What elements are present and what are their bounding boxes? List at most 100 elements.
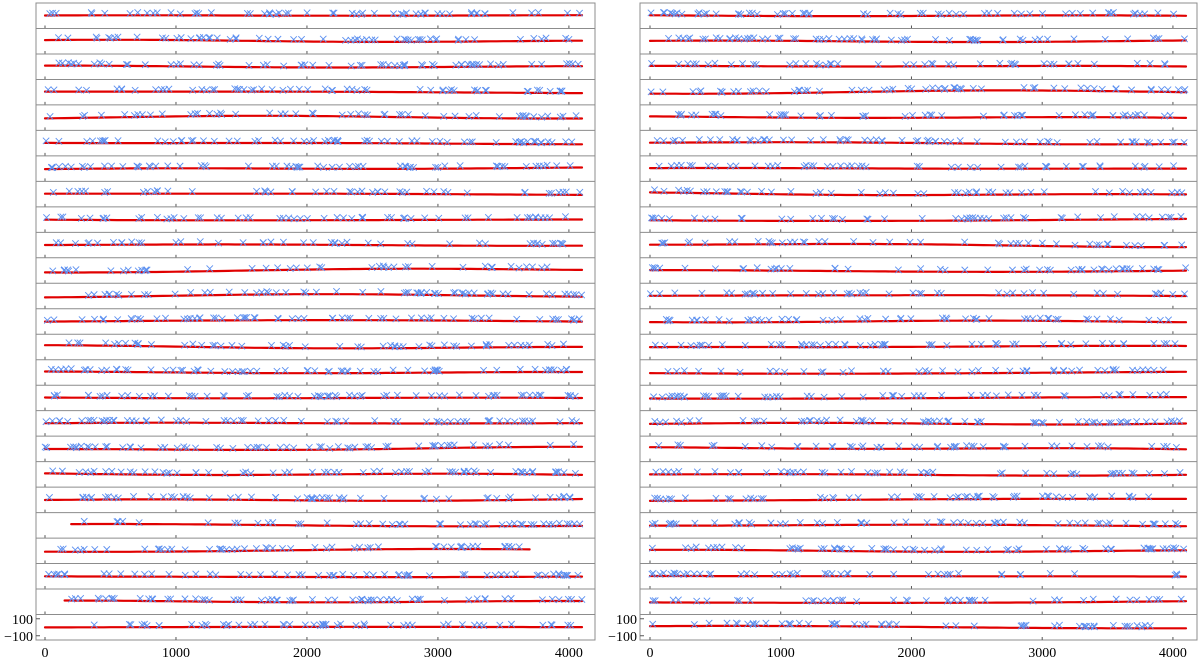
data-point — [361, 85, 369, 93]
data-point — [49, 9, 57, 17]
data-point — [206, 288, 214, 296]
data-point — [161, 86, 169, 94]
data-point — [118, 238, 126, 246]
data-point — [118, 392, 126, 400]
x-tick-label: 1000 — [162, 646, 190, 660]
data-point — [377, 137, 385, 145]
data-point — [250, 86, 258, 94]
data-point — [137, 315, 145, 323]
data-point — [546, 214, 554, 222]
data-point — [354, 188, 362, 196]
data-point — [435, 367, 443, 375]
data-point — [368, 263, 376, 272]
data-point — [51, 366, 60, 374]
data-point — [295, 163, 303, 171]
data-point — [536, 86, 544, 94]
data-point — [107, 267, 115, 275]
data-point — [258, 85, 266, 93]
data-point — [209, 341, 217, 350]
data-point — [109, 238, 117, 246]
data-point — [467, 342, 475, 350]
data-point — [530, 34, 538, 42]
data-point — [494, 61, 502, 69]
data-point — [253, 367, 261, 375]
data-point — [433, 35, 441, 43]
data-point — [112, 365, 120, 373]
data-point — [147, 341, 155, 349]
data-point — [187, 137, 195, 145]
data-point — [263, 288, 271, 296]
data-point — [135, 215, 143, 223]
data-point — [232, 34, 240, 42]
data-point — [61, 162, 69, 170]
data-point — [462, 35, 470, 43]
data-point — [189, 136, 197, 144]
data-point — [346, 314, 354, 322]
data-point — [568, 138, 576, 146]
data-point — [150, 188, 159, 196]
data-point — [348, 85, 356, 93]
data-point — [47, 164, 56, 172]
fit-curve — [648, 89, 1188, 95]
data-point — [327, 238, 335, 246]
data-point — [413, 137, 421, 145]
data-point — [482, 86, 490, 94]
data-point — [101, 9, 109, 17]
data-point — [275, 393, 283, 401]
data-point — [173, 34, 181, 42]
data-point — [158, 110, 166, 118]
data-point — [286, 85, 294, 93]
data-point — [431, 366, 439, 374]
data-point — [92, 33, 100, 41]
fit-curve — [43, 141, 584, 146]
data-point — [193, 9, 201, 17]
fit-curve — [43, 38, 584, 43]
data-point — [343, 238, 351, 246]
data-point — [122, 365, 130, 374]
data-point — [99, 215, 107, 223]
data-point — [194, 366, 202, 374]
data-point — [195, 10, 203, 18]
data-point — [279, 341, 287, 349]
data-point — [328, 163, 336, 171]
data-point — [176, 60, 184, 68]
data-point — [504, 290, 512, 298]
data-point — [184, 266, 192, 274]
data-point — [490, 391, 498, 399]
data-point — [46, 113, 54, 121]
data-point — [545, 189, 553, 197]
data-point — [312, 188, 320, 196]
data-point — [239, 239, 247, 247]
data-point — [464, 60, 472, 68]
data-point — [124, 366, 132, 374]
data-point — [451, 288, 459, 296]
data-point — [463, 189, 471, 197]
data-point — [481, 10, 489, 18]
data-point — [290, 35, 298, 44]
data-point — [534, 9, 542, 17]
data-point — [509, 9, 517, 17]
data-point — [398, 110, 406, 118]
data-point — [268, 86, 276, 94]
data-point — [561, 213, 569, 221]
data-point — [407, 163, 415, 171]
data-point — [246, 10, 254, 18]
data-point — [153, 213, 161, 221]
data-point — [423, 187, 431, 195]
data-point — [196, 34, 204, 42]
data-point — [297, 35, 306, 43]
data-point — [515, 139, 524, 147]
data-point — [88, 10, 96, 18]
data-point — [418, 61, 426, 69]
data-point — [392, 315, 400, 323]
data-point — [576, 188, 584, 196]
data-point — [548, 139, 556, 147]
data-point — [105, 60, 113, 68]
data-point — [454, 36, 462, 44]
data-point — [314, 162, 322, 170]
data-point — [328, 86, 336, 94]
data-point — [206, 109, 214, 117]
data-point — [74, 339, 82, 347]
data-point — [143, 9, 151, 17]
data-point — [49, 267, 57, 275]
